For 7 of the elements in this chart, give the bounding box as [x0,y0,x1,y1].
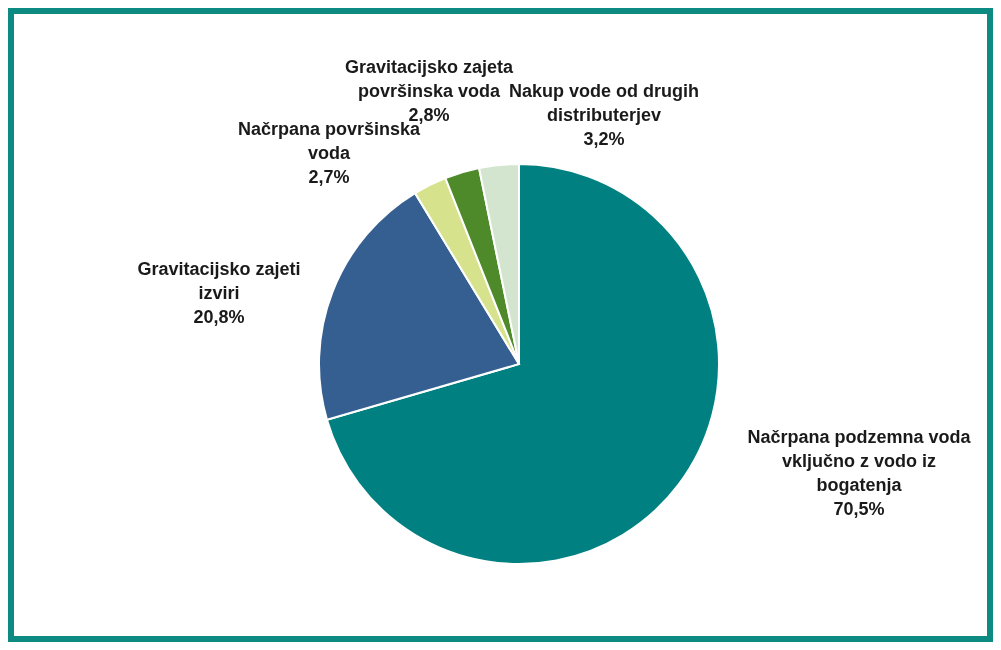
slice-label: Gravitacijsko zajeti izviri [137,259,301,303]
pie-slice [318,192,520,421]
data-label: 70,5% [833,499,885,519]
data-label: 2,7% [308,167,350,187]
data-label: 20,8% [193,307,245,327]
slice-label: Načrpana podzemna voda vključno z vodo iz bogatenja [747,427,972,495]
data-label: 3,2% [583,129,625,149]
